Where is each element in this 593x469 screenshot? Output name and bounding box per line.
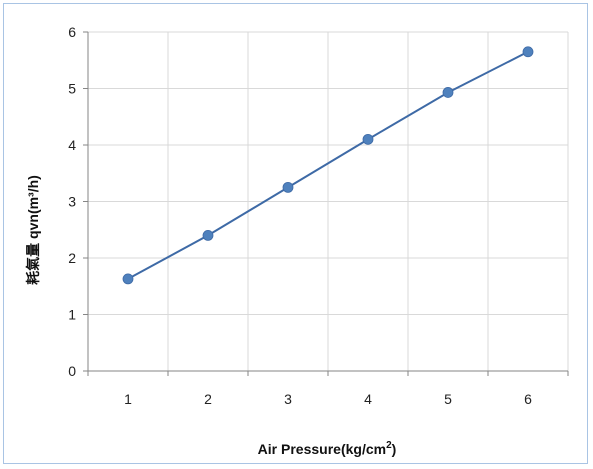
- data-point: [282, 181, 294, 193]
- x-tick-label: 2: [204, 391, 212, 407]
- data-point: [522, 46, 534, 58]
- data-point: [442, 87, 454, 98]
- data-point: [202, 229, 214, 241]
- x-tick-label: 1: [124, 391, 132, 407]
- y-tick-label: 3: [68, 194, 76, 210]
- y-tick-label: 0: [68, 363, 76, 379]
- y-tick-labels: 0 1 2 3 4 5 6: [68, 24, 76, 379]
- x-tick-label: 6: [524, 391, 532, 407]
- data-point: [122, 273, 134, 285]
- x-tick-label: 4: [364, 391, 372, 407]
- series-line: [127, 50, 529, 280]
- x-tick-label: 5: [444, 391, 452, 407]
- chart-frame: [3, 3, 588, 464]
- y-tick-label: 5: [68, 81, 76, 97]
- y-tick-label: 6: [68, 24, 76, 40]
- x-tick-labels: 1 2 3 4 5 6: [124, 391, 532, 407]
- y-tick-label: 4: [68, 137, 76, 153]
- gridlines: [87, 31, 569, 371]
- axes: [83, 31, 569, 376]
- x-tick-label: 3: [284, 391, 292, 407]
- series: [122, 46, 534, 285]
- y-tick-label: 2: [68, 250, 76, 266]
- y-axis-title: 耗氣量 qvn(m³/h): [25, 175, 41, 285]
- data-point: [362, 133, 374, 145]
- x-axis-title: Air Pressure(kg/cm2): [258, 440, 397, 457]
- y-tick-label: 1: [68, 307, 76, 323]
